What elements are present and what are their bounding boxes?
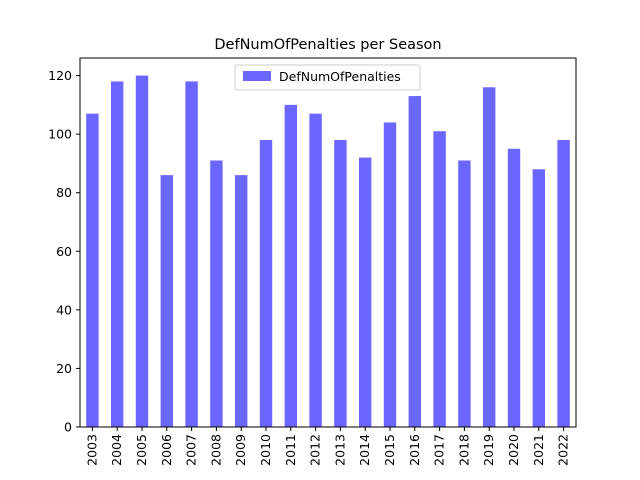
bar-2019: [483, 87, 496, 428]
bar-2016: [408, 96, 421, 428]
bar-2014: [359, 157, 372, 428]
x-tick-label: 2008: [208, 434, 223, 466]
x-tick-label: 2021: [531, 434, 546, 466]
plot-frame: [79, 57, 577, 428]
bar-2013: [334, 140, 347, 427]
x-tick-label: 2022: [556, 434, 571, 466]
bar-2011: [284, 104, 297, 427]
y-tick-label: 20: [56, 361, 72, 376]
x-tick-label: 2010: [258, 434, 273, 466]
y-tick-label: 60: [56, 244, 72, 259]
x-tick-label: 2009: [233, 434, 248, 466]
bar-2009: [235, 175, 248, 427]
x-tick-label: 2007: [184, 434, 199, 466]
x-tick-label: 2016: [407, 434, 422, 466]
x-tick-label: 2019: [481, 434, 496, 466]
y-tick-label: 0: [64, 420, 72, 435]
bar-2003: [86, 113, 99, 428]
x-tick-label: 2006: [159, 434, 174, 466]
bar-2004: [111, 81, 124, 427]
x-tick-label: 2014: [357, 434, 372, 466]
bar-2007: [185, 81, 198, 427]
legend: DefNumOfPenalties: [234, 64, 421, 91]
x-tick-label: 2012: [308, 434, 323, 466]
legend-box: [234, 64, 421, 91]
y-axis: 0 20 40 60 80 100 120: [48, 68, 80, 435]
bar-2015: [383, 122, 397, 427]
y-tick-label: 100: [48, 127, 72, 142]
bar-2010: [259, 140, 273, 427]
bar-2020: [507, 148, 521, 428]
bar-2021: [532, 169, 545, 428]
legend-label: DefNumOfPenalties: [279, 69, 401, 84]
x-tick-label: 2013: [332, 434, 347, 466]
x-tick-label: 2011: [283, 434, 298, 466]
bar-2017: [433, 131, 446, 427]
x-tick-label: 2003: [84, 434, 99, 466]
x-tick-label: 2018: [456, 434, 471, 466]
x-tick-label: 2004: [109, 434, 124, 466]
bar-2008: [210, 160, 223, 427]
legend-swatch: [243, 71, 271, 81]
bars-group: [86, 75, 570, 428]
bar-2005: [135, 75, 149, 428]
y-tick-label: 120: [48, 68, 72, 83]
x-tick-label: 2017: [432, 434, 447, 466]
x-tick-label: 2015: [382, 434, 397, 466]
bar-2018: [458, 160, 471, 427]
bar-2022: [557, 140, 570, 427]
x-tick-label: 2005: [134, 434, 149, 466]
y-tick-label: 40: [56, 302, 72, 317]
bar-2012: [309, 113, 322, 428]
y-tick-label: 80: [56, 185, 72, 200]
x-tick-label: 2020: [506, 434, 521, 466]
chart-title: DefNumOfPenalties per Season: [214, 37, 441, 53]
x-axis: 2003 2004 2005 2006 2007 2008 2009 2010 2011 2012…: [84, 427, 571, 466]
bar-2006: [160, 175, 173, 427]
